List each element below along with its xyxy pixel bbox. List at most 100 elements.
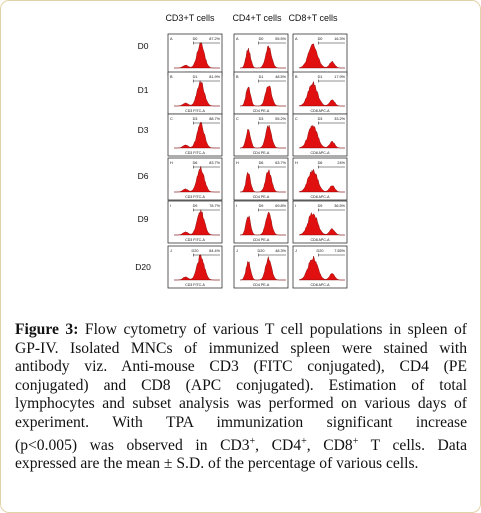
panel-letter: J: [170, 249, 172, 253]
figure-caption: Figure 3: Flow cytometry of various T ce…: [15, 321, 467, 474]
histogram-panel: I D9 69.8% CD4 PE-A: [233, 200, 289, 244]
x-axis-label: CD3 FITC-A: [185, 151, 205, 155]
x-axis-label: CD8 APC-A: [311, 151, 331, 155]
caption-line-7: (p<0.005) was observed in CD3+, CD4+, CD…: [15, 433, 467, 456]
histogram-panel: B D1 81.9% CD3 FITC-A: [167, 71, 223, 115]
histogram-fill: [239, 168, 286, 193]
gate-name: D1: [193, 75, 198, 79]
histogram-panel: B D1 17.9% CD8 APC-A: [292, 71, 348, 115]
histogram-fill: [239, 45, 286, 69]
gate-name: D1: [318, 75, 323, 79]
gate-name: D6: [318, 161, 323, 165]
panel-letter: C: [295, 117, 298, 121]
x-axis-label: CD8 APC-A: [311, 238, 331, 242]
panel-border: [167, 113, 223, 157]
panel-border: [233, 71, 289, 115]
gate-percent: 16.3%: [334, 37, 345, 41]
panel-border: [167, 200, 223, 244]
x-axis-label: CD3 FITC-A: [185, 195, 205, 199]
x-axis-label: CD4 PE-A: [253, 109, 270, 113]
caption-line-8: expressed are the mean ± S.D. of the per…: [15, 455, 419, 473]
row-label: D1: [138, 85, 149, 95]
panel-letter: A: [170, 37, 173, 41]
gate-percent: 55.5%: [275, 37, 286, 41]
x-axis-label: CD3 FITC-A: [185, 283, 205, 287]
histogram-fill: [298, 168, 345, 193]
gate-percent: 33.2%: [334, 117, 345, 121]
row-label: D6: [138, 171, 149, 181]
gate-percent: 63.7%: [275, 161, 286, 165]
histogram-panel: J D20 84.4% CD3 FITC-A: [167, 245, 223, 289]
gate-percent: 87.2%: [209, 37, 220, 41]
histogram-panel: B D1 48.5% CD4 PE-A: [233, 71, 289, 115]
gate-name: D6: [193, 161, 198, 165]
histogram-fill: [298, 255, 345, 281]
x-axis-label: CD3 FITC-A: [185, 109, 205, 113]
panel-letter: A: [236, 37, 239, 41]
panel-border: [292, 200, 348, 244]
histogram-panel: H D6 24% CD8 APC-A: [292, 157, 348, 201]
caption-line-2: GP-IV. Isolated MNCs of immunized spleen…: [15, 339, 467, 357]
gate-name: D3: [193, 117, 198, 121]
histogram-panel: I D9 78.7% CD3 FITC-A: [167, 200, 223, 244]
gate-percent: 48.5%: [275, 75, 286, 79]
panel-border: [292, 33, 348, 77]
gate-name: D20: [258, 249, 265, 253]
histogram-fill: [174, 254, 220, 281]
column-header: CD4+T cells: [232, 13, 282, 23]
gate-percent: 78.7%: [209, 204, 220, 208]
gate-name: D0: [318, 37, 323, 41]
histogram-fill: [239, 211, 286, 236]
gate-name: D1: [259, 75, 264, 79]
row-label: D3: [138, 125, 149, 135]
histogram-panel: H D6 83.7% CD3 FITC-A: [167, 157, 223, 201]
panel-letter: B: [236, 75, 239, 79]
panel-letter: H: [295, 161, 298, 165]
panel-letter: J: [295, 249, 297, 253]
x-axis-label: CD4 PE-A: [253, 195, 270, 199]
caption-label: Figure 3:: [15, 321, 79, 338]
histogram-panel: J D20 7.55% CD8 APC-A: [292, 245, 348, 289]
x-axis-label: CD4 PE-A: [253, 238, 270, 242]
x-axis-label: CD8 APC-A: [311, 283, 331, 287]
caption-line-1: Figure 3: Flow cytometry of various T ce…: [15, 321, 467, 340]
panel-border: [292, 245, 348, 289]
gate-percent: 55.2%: [275, 117, 286, 121]
caption-line-1-text: Flow cytometry of various T cell populat…: [78, 321, 467, 338]
histogram-fill: [174, 209, 220, 236]
gate-percent: 69.8%: [275, 204, 286, 208]
histogram-fill: [174, 166, 220, 193]
histogram-fill: [174, 80, 220, 107]
gate-name: D0: [259, 37, 264, 41]
histogram-fill: [298, 43, 345, 69]
panel-border: [167, 71, 223, 115]
histogram-fill: [298, 80, 345, 107]
histogram-fill: [174, 41, 220, 69]
histogram-panel: H D6 63.7% CD4 PE-A: [233, 157, 289, 201]
panel-letter: I: [295, 204, 296, 208]
histogram-panel: J D20 48.3% CD4 PE-A: [233, 245, 289, 289]
panel-border: [233, 245, 289, 289]
histogram-panel: C D3 88.7% CD3 FITC-A: [167, 113, 223, 157]
gate-percent: 48.3%: [275, 249, 286, 253]
gate-percent: 88.7%: [209, 117, 220, 121]
histogram-fill: [239, 256, 286, 281]
column-header: CD3+T cells: [165, 13, 215, 23]
gate-percent: 17.9%: [334, 75, 345, 79]
panel-letter: I: [170, 204, 171, 208]
panel-border: [292, 113, 348, 157]
gate-name: D0: [193, 37, 198, 41]
gate-name: D20: [317, 249, 324, 253]
x-axis-label: CD3 FITC-A: [185, 238, 205, 242]
gate-name: D9: [318, 204, 323, 208]
histogram-panel: I D9 36.5% CD8 APC-A: [292, 200, 348, 244]
histogram-fill: [174, 121, 220, 149]
caption-line-6: experiment. With TPA immunization signif…: [15, 413, 467, 431]
gate-name: D9: [259, 204, 264, 208]
gate-name: D20: [192, 249, 199, 253]
histogram-fill: [239, 85, 286, 107]
caption-line-7-a: (p<0.005) was observed in CD3: [15, 436, 250, 454]
panel-border: [167, 33, 223, 77]
gate-percent: 24%: [337, 161, 345, 165]
